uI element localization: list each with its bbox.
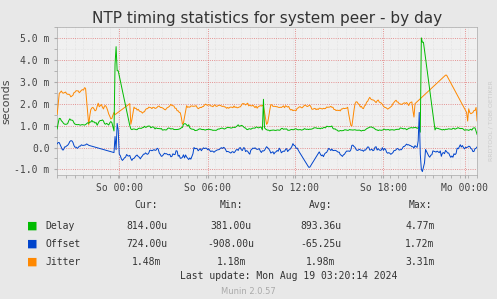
Text: 1.72m: 1.72m <box>405 239 435 249</box>
Text: Delay: Delay <box>46 221 75 231</box>
Text: Offset: Offset <box>46 239 81 249</box>
Text: 3.31m: 3.31m <box>405 257 435 267</box>
Text: Last update: Mon Aug 19 03:20:14 2024: Last update: Mon Aug 19 03:20:14 2024 <box>179 271 397 281</box>
Text: 4.77m: 4.77m <box>405 221 435 231</box>
Text: Jitter: Jitter <box>46 257 81 267</box>
Text: ■: ■ <box>27 257 38 267</box>
Text: Avg:: Avg: <box>309 200 332 210</box>
Title: NTP timing statistics for system peer - by day: NTP timing statistics for system peer - … <box>92 11 442 26</box>
Text: ■: ■ <box>27 239 38 249</box>
Text: Cur:: Cur: <box>135 200 159 210</box>
Text: -908.00u: -908.00u <box>208 239 254 249</box>
Text: 1.18m: 1.18m <box>216 257 246 267</box>
Text: 1.98m: 1.98m <box>306 257 335 267</box>
Text: Munin 2.0.57: Munin 2.0.57 <box>221 287 276 296</box>
Text: 814.00u: 814.00u <box>126 221 167 231</box>
Text: 381.00u: 381.00u <box>211 221 251 231</box>
Text: 724.00u: 724.00u <box>126 239 167 249</box>
Text: Min:: Min: <box>219 200 243 210</box>
Y-axis label: seconds: seconds <box>1 78 11 124</box>
Text: ■: ■ <box>27 221 38 231</box>
Text: RRDTOOL / TOBI OETIKER: RRDTOOL / TOBI OETIKER <box>488 81 493 161</box>
Text: -65.25u: -65.25u <box>300 239 341 249</box>
Text: 893.36u: 893.36u <box>300 221 341 231</box>
Text: 1.48m: 1.48m <box>132 257 162 267</box>
Text: Max:: Max: <box>408 200 432 210</box>
